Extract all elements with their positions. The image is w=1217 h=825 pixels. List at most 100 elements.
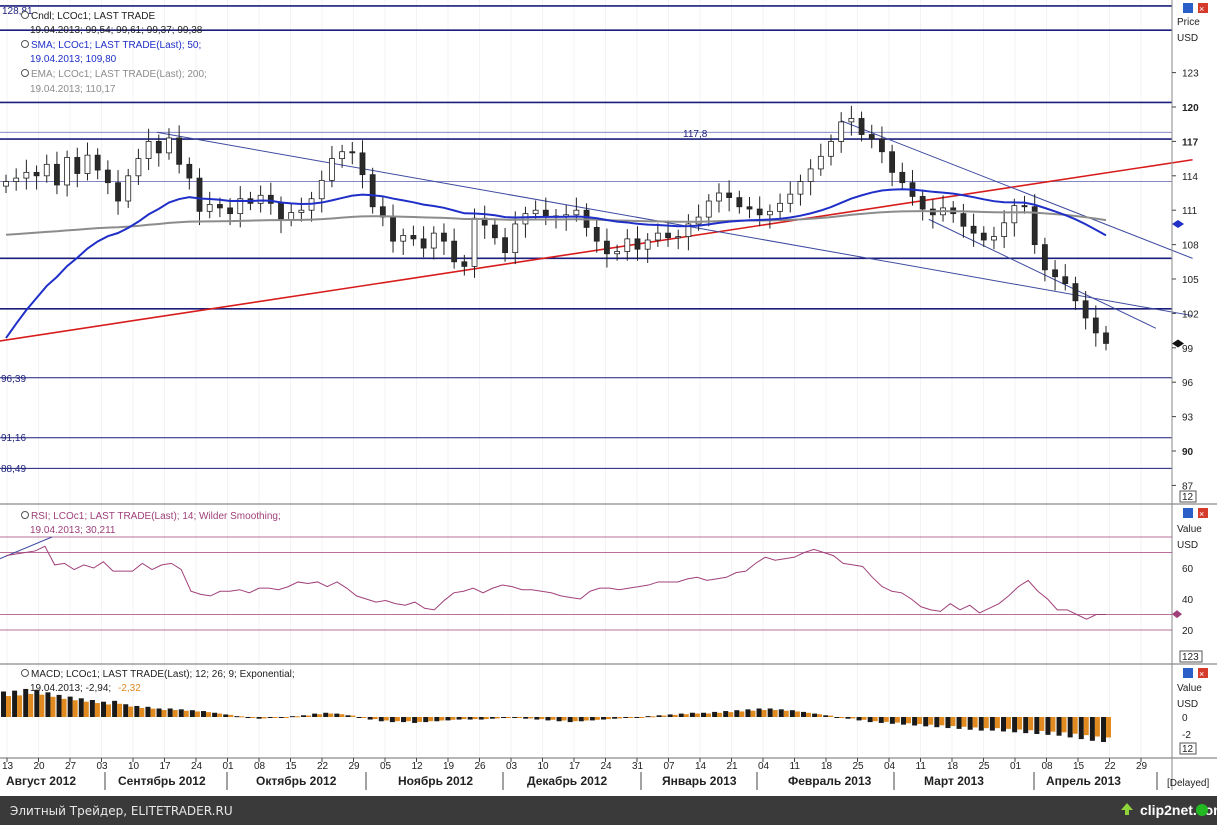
macd-signal-bar[interactable]	[706, 713, 711, 717]
candle[interactable]	[634, 226, 641, 261]
macd-bar[interactable]	[534, 717, 540, 720]
macd-signal-bar[interactable]	[1028, 717, 1034, 731]
macd-signal-bar[interactable]	[928, 717, 934, 725]
macd-signal-bar[interactable]	[739, 711, 745, 717]
candle[interactable]	[135, 148, 142, 185]
candle[interactable]	[828, 134, 834, 166]
macd-signal-bar[interactable]	[994, 717, 1000, 729]
rsi-line[interactable]	[5, 545, 1106, 620]
macd-bar[interactable]	[556, 717, 562, 722]
macd-signal-bar[interactable]	[461, 717, 467, 720]
macd-bar[interactable]	[667, 714, 673, 717]
ema-200-line[interactable]	[5, 210, 1107, 236]
candle[interactable]	[430, 226, 437, 260]
ema-legend-icon[interactable]	[21, 69, 29, 77]
macd-scale-badge[interactable]	[1179, 742, 1197, 755]
macd-bar[interactable]	[156, 708, 162, 718]
candle[interactable]	[654, 223, 661, 247]
candle[interactable]	[858, 111, 865, 142]
candle[interactable]	[43, 154, 50, 183]
candle[interactable]	[817, 143, 824, 176]
macd-signal-bar[interactable]	[294, 716, 300, 718]
macd-signal-bar[interactable]	[28, 693, 34, 717]
macd-signal-bar[interactable]	[361, 717, 367, 718]
channel-lower-trendline[interactable]	[928, 218, 1157, 329]
macd-signal-bar[interactable]	[683, 714, 689, 717]
macd-signal-bar[interactable]	[150, 708, 156, 717]
macd-signal-bar[interactable]	[550, 717, 556, 720]
macd-signal-bar[interactable]	[983, 717, 989, 729]
macd-signal-bar[interactable]	[628, 717, 634, 718]
macd-bar[interactable]	[512, 717, 518, 718]
macd-bar[interactable]	[623, 717, 629, 718]
macd-bar[interactable]	[978, 717, 984, 731]
macd-signal-bar[interactable]	[394, 717, 400, 722]
macd-bar[interactable]	[1101, 717, 1106, 742]
macd-panel-close-button[interactable]	[1198, 668, 1208, 678]
macd-signal-bar[interactable]	[483, 717, 489, 720]
candle[interactable]	[736, 190, 743, 214]
macd-signal-bar[interactable]	[950, 717, 956, 727]
candle[interactable]	[614, 244, 621, 261]
macd-signal-bar[interactable]	[539, 717, 545, 720]
candle[interactable]	[84, 142, 91, 181]
macd-signal-bar[interactable]	[694, 713, 700, 717]
macd-bar[interactable]	[601, 717, 606, 720]
candle[interactable]	[1092, 305, 1099, 347]
macd-signal-bar[interactable]	[906, 717, 911, 724]
candle[interactable]	[94, 148, 101, 180]
macd-signal-bar[interactable]	[206, 712, 211, 717]
candle[interactable]	[339, 144, 346, 168]
macd-signal-bar[interactable]	[494, 717, 500, 719]
macd-signal-bar[interactable]	[50, 696, 56, 717]
macd-bar[interactable]	[23, 688, 29, 717]
macd-signal-bar[interactable]	[939, 717, 945, 726]
macd-bar[interactable]	[1078, 717, 1084, 740]
macd-signal-bar[interactable]	[961, 717, 967, 727]
macd-signal-bar[interactable]	[506, 717, 511, 718]
macd-bar[interactable]	[956, 717, 962, 729]
candle[interactable]	[400, 228, 407, 255]
macd-signal-bar[interactable]	[561, 717, 567, 721]
macd-bar[interactable]	[234, 716, 240, 718]
macd-bar[interactable]	[689, 712, 695, 717]
macd-signal-bar[interactable]	[594, 717, 600, 720]
macd-bar[interactable]	[523, 717, 529, 719]
candle[interactable]	[115, 170, 121, 215]
candle[interactable]	[685, 214, 692, 251]
macd-bar[interactable]	[389, 717, 395, 723]
macd-bar[interactable]	[345, 715, 351, 717]
candle[interactable]	[879, 126, 885, 164]
candle[interactable]	[644, 233, 651, 263]
macd-signal-bar[interactable]	[883, 717, 889, 722]
macd-bar[interactable]	[1023, 717, 1029, 734]
candle[interactable]	[787, 181, 794, 213]
macd-signal-bar[interactable]	[472, 717, 478, 720]
cndl-legend-icon[interactable]	[21, 11, 29, 19]
macd-bar[interactable]	[934, 717, 940, 728]
macd-bar[interactable]	[778, 709, 784, 717]
macd-bar[interactable]	[767, 708, 773, 718]
macd-bar[interactable]	[78, 698, 84, 717]
candle[interactable]	[451, 228, 458, 269]
macd-bar[interactable]	[789, 710, 795, 717]
macd-panel-minimize-button[interactable]	[1183, 668, 1193, 678]
candle[interactable]	[13, 168, 20, 191]
macd-signal-bar[interactable]	[372, 717, 378, 720]
macd-bar[interactable]	[678, 713, 684, 717]
macd-signal-bar[interactable]	[528, 717, 534, 719]
macd-bar[interactable]	[501, 717, 506, 718]
macd-bar[interactable]	[12, 690, 18, 717]
macd-signal-bar[interactable]	[383, 717, 389, 721]
chart-canvas[interactable]: 128,81 Cndl; LCOc1; LAST TRADE 19.04.201…	[0, 0, 1217, 796]
macd-bar[interactable]	[467, 717, 473, 720]
macd-signal-bar[interactable]	[861, 717, 867, 720]
candle[interactable]	[349, 141, 356, 165]
macd-bar[interactable]	[1001, 717, 1006, 732]
macd-bar[interactable]	[112, 700, 118, 717]
macd-signal-bar[interactable]	[172, 710, 178, 717]
macd-bar[interactable]	[545, 717, 551, 721]
macd-bar[interactable]	[367, 717, 373, 720]
candle[interactable]	[267, 182, 274, 215]
candle[interactable]	[54, 151, 60, 195]
